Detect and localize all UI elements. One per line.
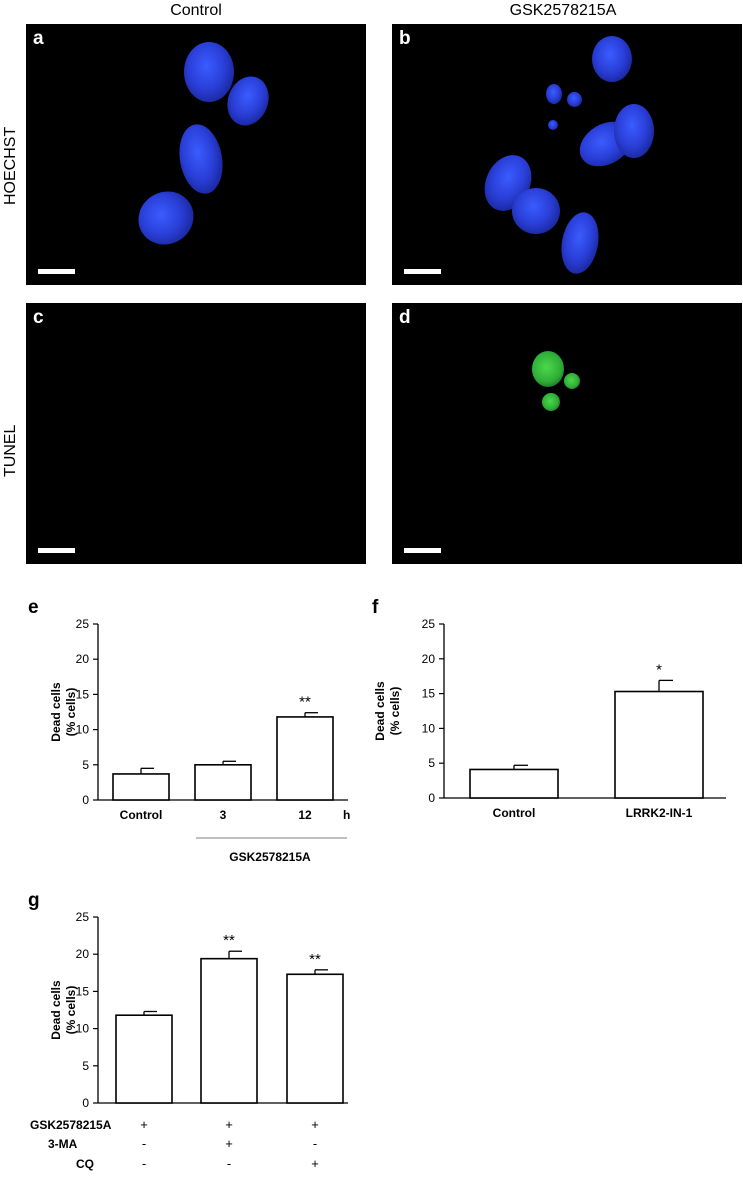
bar	[200, 957, 258, 1104]
bar	[112, 773, 170, 801]
bar	[286, 973, 344, 1104]
y-tick-label: 10	[76, 1022, 90, 1036]
column-title-gsk: GSK2578215A	[509, 2, 617, 19]
y-tick-label: 0	[82, 793, 89, 807]
significance-marker: **	[223, 932, 235, 949]
category-label: Control	[493, 806, 536, 820]
category-label: LRRK2-IN-1	[626, 806, 693, 820]
y-tick-label: 5	[82, 1059, 89, 1073]
column-title-control: Control	[170, 2, 222, 19]
panel-label-f: f	[372, 597, 379, 618]
nucleus	[548, 120, 558, 130]
y-tick-label: 20	[76, 652, 90, 666]
treatment-row-label: GSK2578215A	[30, 1118, 112, 1132]
nucleus	[184, 42, 234, 102]
significance-marker: *	[656, 661, 662, 678]
y-axis-label: (% cells)	[388, 687, 402, 736]
y-tick-label: 15	[76, 984, 90, 998]
bar	[469, 768, 559, 799]
bar	[194, 764, 252, 801]
nucleus	[546, 84, 562, 104]
group-label: GSK2578215A	[229, 850, 311, 864]
bar-chart-e: 0 5 10 15 20 25 Dead cells (% cells) Control 3 ** 1…	[49, 617, 350, 864]
y-axis-label: Dead cells	[49, 980, 63, 1040]
y-tick-label: 5	[82, 758, 89, 772]
y-tick-label: 20	[76, 947, 90, 961]
treatment-mark: +	[140, 1117, 148, 1132]
nucleus	[556, 209, 604, 277]
y-axis-label: (% cells)	[64, 688, 78, 737]
row-title-tunel: TUNEL	[2, 424, 19, 477]
significance-marker: **	[309, 951, 321, 968]
y-tick-label: 25	[76, 910, 90, 924]
row-title-hoechst: HOECHST	[2, 126, 19, 205]
nucleus	[174, 120, 228, 198]
apoptotic-nucleus	[564, 373, 580, 389]
scale-bar	[38, 548, 75, 553]
treatment-row-label: 3-MA	[48, 1137, 78, 1151]
treatment-mark: -	[313, 1136, 317, 1151]
nucleus	[614, 104, 654, 158]
treatment-mark: -	[227, 1156, 231, 1171]
treatment-row-label: CQ	[76, 1157, 94, 1171]
panel-label-a: a	[33, 28, 44, 49]
treatment-mark: +	[311, 1117, 319, 1132]
treatment-mark: -	[142, 1156, 146, 1171]
y-tick-label: 0	[428, 791, 435, 805]
bar	[614, 690, 704, 799]
treatment-mark: +	[225, 1136, 233, 1151]
category-label: 3	[220, 808, 227, 822]
micrograph-c-tunel-control: c	[26, 303, 366, 564]
nucleus	[128, 181, 204, 255]
micrograph-d-tunel-gsk: d	[392, 303, 742, 564]
bar-chart-f: 0 5 10 15 20 25 Dead cells (% cells) Control * LRR…	[373, 617, 726, 820]
bar	[276, 716, 334, 801]
y-tick-label: 10	[76, 723, 90, 737]
panel-label-c: c	[33, 307, 44, 328]
y-tick-label: 10	[422, 721, 436, 735]
x-axis-unit: h	[343, 808, 350, 822]
category-label: Control	[120, 808, 163, 822]
panel-label-e: e	[28, 597, 39, 618]
y-tick-label: 25	[422, 617, 436, 631]
micrograph-a-hoechst-control: a	[26, 24, 366, 285]
treatment-mark: -	[142, 1136, 146, 1151]
y-axis-label: Dead cells	[49, 682, 63, 742]
nucleus	[592, 36, 632, 82]
scale-bar	[38, 269, 75, 274]
y-tick-label: 25	[76, 617, 90, 631]
panel-label-g: g	[28, 890, 40, 911]
y-tick-label: 15	[422, 687, 436, 701]
treatment-mark: +	[225, 1117, 233, 1132]
apoptotic-nucleus	[542, 393, 560, 411]
panel-label-d: d	[399, 307, 411, 328]
y-tick-label: 5	[428, 756, 435, 770]
scale-bar	[404, 269, 441, 274]
micrograph-b-hoechst-gsk: b	[392, 24, 742, 285]
y-axis-label: Dead cells	[373, 681, 387, 741]
nucleus	[567, 92, 582, 107]
nucleus	[512, 188, 560, 234]
panel-label-b: b	[399, 28, 411, 49]
y-tick-label: 20	[422, 652, 436, 666]
bar	[115, 1014, 173, 1104]
treatment-mark: +	[311, 1156, 319, 1171]
significance-marker: **	[299, 694, 311, 711]
y-tick-label: 15	[76, 687, 90, 701]
category-label: 12	[298, 808, 312, 822]
scale-bar	[404, 548, 441, 553]
bar-chart-g: 0 5 10 15 20 25 Dead cells (% cells) ** ** GSK2578…	[30, 910, 348, 1171]
y-tick-label: 0	[82, 1096, 89, 1110]
apoptotic-nucleus	[532, 351, 564, 387]
y-axis-label: (% cells)	[64, 986, 78, 1035]
